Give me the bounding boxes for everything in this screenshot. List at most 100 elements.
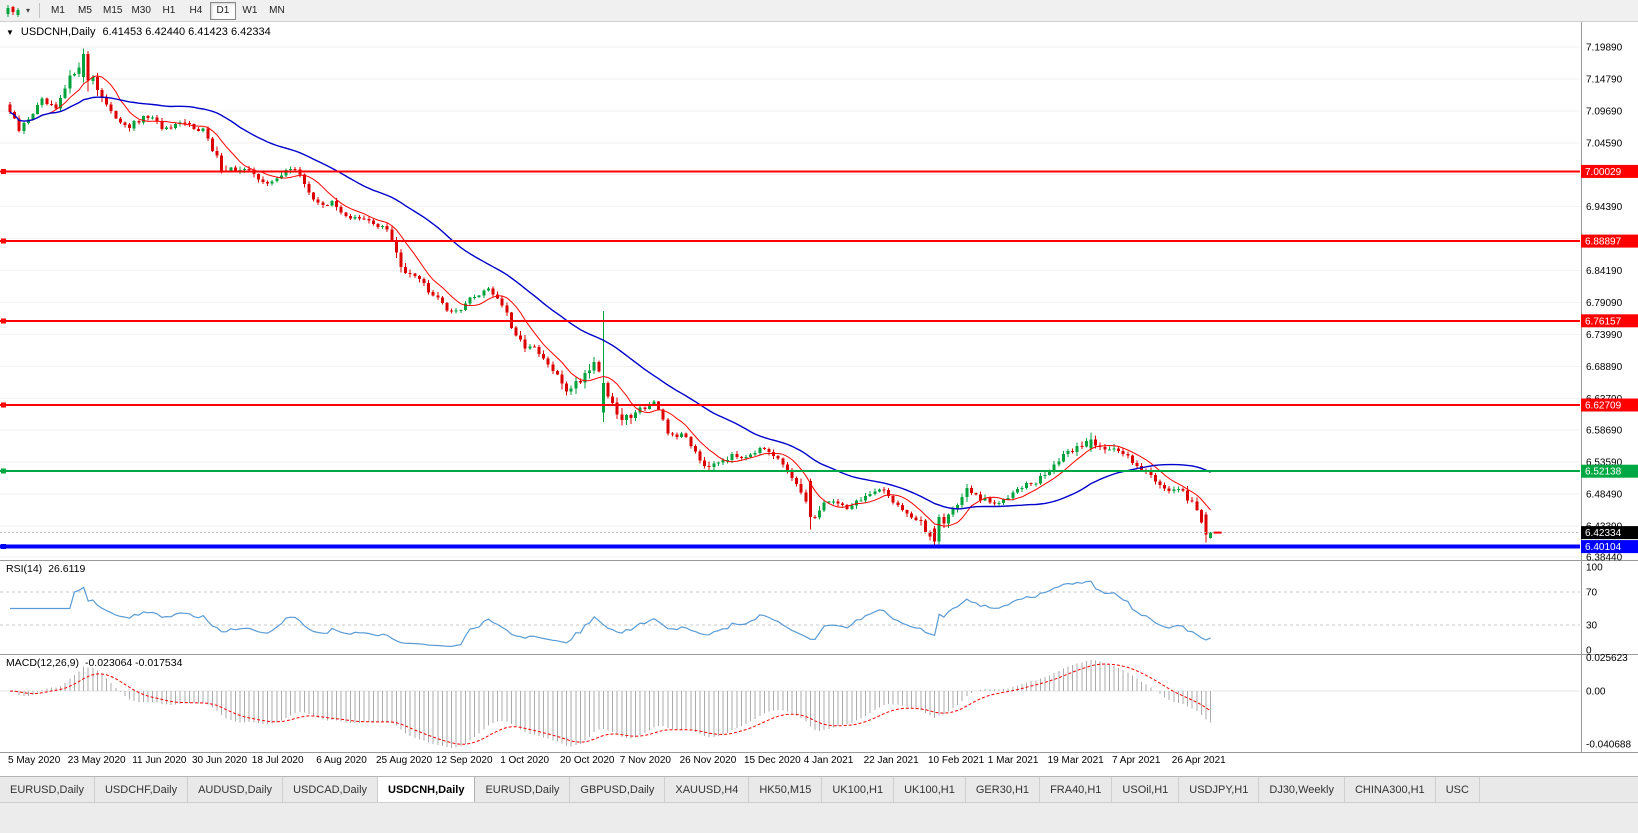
chart-tab-bar: EURUSD,Daily USDCHF,Daily AUDUSD,Daily USDC… <box>0 776 1638 802</box>
ma-fast-line <box>9 75 1211 527</box>
timeframe-button-w1[interactable]: W1 <box>242 4 258 16</box>
price-tag-support-green: 6.52138 <box>1581 464 1638 478</box>
ma-slow-line <box>9 96 1211 510</box>
chart-tab-china300-h1[interactable]: CHINA300,H1 <box>1345 777 1436 802</box>
svg-text:6.42334: 6.42334 <box>1585 528 1622 539</box>
timeframe-button-m15[interactable]: M15 <box>103 4 123 16</box>
chart-tab-usdchf-daily[interactable]: USDCHF,Daily <box>95 777 189 802</box>
time-axis-label: 18 Jul 2020 <box>251 755 304 766</box>
time-axis-label: 10 Feb 2021 <box>928 755 985 766</box>
price-tag-resistance-3: 6.76157 <box>1581 314 1638 328</box>
time-axis-label: 12 Sep 2020 <box>435 755 493 766</box>
price-axis-labels[interactable]: 7.198907.147907.096907.045906.994906.943… <box>1586 43 1631 751</box>
chart-tab-uk100-h1[interactable]: UK100,H1 <box>894 777 966 802</box>
timeframe-toolbar: ▾ M1 M5 M15 M30 H1 H4 D1 W1 MN <box>0 0 1638 22</box>
hline-resistance-3[interactable] <box>0 318 1580 324</box>
svg-text:6.94390: 6.94390 <box>1586 202 1623 213</box>
chart-window: 7.198907.147907.096907.045906.994906.943… <box>0 22 1638 776</box>
timeframe-button-d1[interactable]: D1 <box>209 1 236 20</box>
timeframe-button-m5[interactable]: M5 <box>78 4 92 16</box>
chart-tab-hk50-m15[interactable]: HK50,M15 <box>749 777 823 802</box>
chart-tab-usdjpy-h1[interactable]: USDJPY,H1 <box>1179 777 1260 802</box>
svg-text:7.04590: 7.04590 <box>1586 138 1623 149</box>
svg-text:7.09690: 7.09690 <box>1586 106 1623 117</box>
time-axis-label: 30 Jun 2020 <box>192 755 248 766</box>
time-axis-label: 7 Apr 2021 <box>1112 755 1161 766</box>
svg-text:6.68890: 6.68890 <box>1586 362 1623 373</box>
chart-tab-eurusd-daily[interactable]: EURUSD,Daily <box>475 777 571 802</box>
timeframe-button-mn[interactable]: MN <box>269 4 285 16</box>
time-axis[interactable]: 5 May 2020 23 May 2020 11 Jun 2020 30 Jun 2… <box>0 755 1580 773</box>
hline-support-blue[interactable] <box>0 544 1580 550</box>
price-tag-resistance-2: 6.88897 <box>1581 234 1638 248</box>
timeframe-button-h1[interactable]: H1 <box>162 4 176 16</box>
svg-text:6.38440: 6.38440 <box>1586 553 1623 564</box>
time-axis-label: 5 May 2020 <box>8 755 61 766</box>
svg-text:6.62709: 6.62709 <box>1585 401 1622 412</box>
chart-tab-uk100-h1[interactable]: UK100,H1 <box>822 777 895 802</box>
price-tag-support-blue: 6.40104 <box>1581 540 1638 554</box>
price-tag-resistance-1: 7.00029 <box>1581 164 1638 178</box>
chart-tab-fra40-h1[interactable]: FRA40,H1 <box>1040 777 1113 802</box>
chart-tab-gbpusd-daily[interactable]: GBPUSD,Daily <box>570 777 666 802</box>
svg-text:0.00: 0.00 <box>1586 687 1606 698</box>
time-axis-label: 11 Jun 2020 <box>132 755 187 766</box>
time-axis-label: 23 May 2020 <box>67 755 126 766</box>
chart-tab-usdcad-daily[interactable]: USDCAD,Daily <box>283 777 379 802</box>
svg-text:30: 30 <box>1586 621 1598 632</box>
svg-text:-0.040688: -0.040688 <box>1586 739 1631 750</box>
hline-resistance-1[interactable] <box>0 168 1580 174</box>
svg-text:6.84190: 6.84190 <box>1586 266 1623 277</box>
macd-histogram <box>14 660 1212 748</box>
chart-icon[interactable] <box>4 3 22 19</box>
time-axis-label: 4 Jan 2021 <box>803 755 854 766</box>
rsi-name: RSI(14) <box>6 563 43 575</box>
chart-tab-xauusd-h4[interactable]: XAUUSD,H4 <box>665 777 750 802</box>
svg-text:7.19890: 7.19890 <box>1586 43 1623 54</box>
rsi-value: 26.6119 <box>48 563 86 575</box>
price-grid <box>0 46 1580 558</box>
time-axis-label: 1 Oct 2020 <box>500 755 550 766</box>
macd-signal-line <box>9 663 1211 745</box>
dropdown-caret-icon[interactable]: ▾ <box>25 6 30 15</box>
chart-tab-ger30-h1[interactable]: GER30,H1 <box>966 777 1041 802</box>
timeframe-button-m30[interactable]: M30 <box>131 4 151 16</box>
chart-ohlc-values: 6.41453 6.42440 6.41423 6.42334 <box>102 26 271 38</box>
svg-text:7.14790: 7.14790 <box>1586 74 1623 85</box>
macd-values: -0.023064 -0.017534 <box>84 657 183 669</box>
hline-support-green[interactable] <box>0 468 1580 474</box>
hline-resistance-2[interactable] <box>0 238 1580 244</box>
svg-text:6.76157: 6.76157 <box>1585 316 1622 327</box>
time-axis-label: 7 Nov 2020 <box>619 755 671 766</box>
chart-tab-usdcnh-daily[interactable]: USDCNH,Daily <box>378 777 476 802</box>
timeframe-button-h4[interactable]: H4 <box>189 4 203 16</box>
timeframe-button-m1[interactable]: M1 <box>51 4 65 16</box>
candles-layer <box>8 48 1213 547</box>
price-tag-last: 6.42334 <box>1581 526 1638 540</box>
time-axis-label: 26 Nov 2020 <box>679 755 737 766</box>
chart-tab-audusd-daily[interactable]: AUDUSD,Daily <box>188 777 284 802</box>
collapse-icon[interactable]: ▼ <box>6 27 14 37</box>
svg-text:6.79090: 6.79090 <box>1586 298 1623 309</box>
svg-text:6.88897: 6.88897 <box>1585 237 1622 248</box>
time-axis-label: 19 Mar 2021 <box>1047 755 1104 766</box>
chart-tab-eurusd-daily[interactable]: EURUSD,Daily <box>0 777 95 802</box>
svg-text:0.025623: 0.025623 <box>1586 653 1628 664</box>
chart-tab-usc[interactable]: USC <box>1436 777 1480 802</box>
svg-text:6.48490: 6.48490 <box>1586 490 1623 501</box>
time-axis-label: 1 Mar 2021 <box>987 755 1039 766</box>
svg-text:100: 100 <box>1586 563 1603 574</box>
time-axis-label: 20 Oct 2020 <box>560 755 615 766</box>
timeframe-buttons: M1 M5 M15 M30 H1 H4 D1 W1 MN <box>45 1 291 20</box>
svg-text:7.00029: 7.00029 <box>1585 167 1622 178</box>
chart-canvas[interactable]: 7.198907.147907.096907.045906.994906.943… <box>0 22 1638 776</box>
chart-tab-usoil-h1[interactable]: USOil,H1 <box>1112 777 1180 802</box>
svg-text:0: 0 <box>1586 646 1592 657</box>
time-axis-label: 6 Aug 2020 <box>316 755 367 766</box>
chart-tab-dj30-weekly[interactable]: DJ30,Weekly <box>1259 777 1345 802</box>
rsi-indicator-label: RSI(14) 26.6119 <box>6 563 85 575</box>
time-axis-label: 26 Apr 2021 <box>1171 755 1226 766</box>
svg-text:6.73990: 6.73990 <box>1586 330 1623 341</box>
hline-resistance-4[interactable] <box>0 402 1580 408</box>
svg-text:6.58690: 6.58690 <box>1586 426 1623 437</box>
